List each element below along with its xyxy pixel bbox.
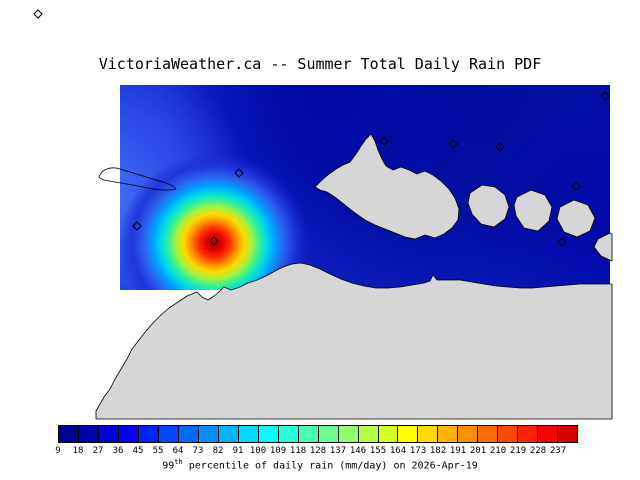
colorbar-tick: 91 <box>232 446 244 456</box>
colorbar-segment <box>398 426 419 442</box>
station-diamond-icon <box>557 237 567 247</box>
colorbar-segment <box>478 426 499 442</box>
colorbar-segment <box>238 426 259 442</box>
caption-text: percentile of daily rain (mm/day) on 202… <box>182 460 478 472</box>
colorbar-tick: 9 <box>55 446 61 456</box>
station-diamond-icon <box>600 91 610 101</box>
station-diamond-icon <box>132 221 142 231</box>
colorbar-tick: 109 <box>269 446 287 456</box>
colorbar-segment <box>198 426 219 442</box>
colorbar-segment <box>458 426 479 442</box>
colorbar-segment <box>138 426 159 442</box>
colorbar-segments <box>59 426 578 442</box>
colorbar-tick-labels: 9 18 27 36 45 55 64 73 82 91 100 109 118 128 137 146 155… <box>55 446 580 458</box>
station-diamond-icon <box>448 139 458 149</box>
station-diamond-icon <box>379 136 389 146</box>
colorbar-tick: 201 <box>469 446 487 456</box>
colorbar-segment <box>558 426 578 442</box>
colorbar <box>58 425 578 443</box>
colorbar-segment <box>418 426 439 442</box>
colorbar-tick: 118 <box>289 446 307 456</box>
colorbar-segment <box>358 426 379 442</box>
rain-hotspot <box>120 153 309 290</box>
colorbar-segment <box>118 426 139 442</box>
caption: 99th percentile of daily rain (mm/day) o… <box>0 458 640 471</box>
colorbar-segment <box>178 426 199 442</box>
colorbar-tick: 237 <box>549 446 567 456</box>
colorbar-segment <box>338 426 359 442</box>
colorbar-tick: 73 <box>192 446 204 456</box>
colorbar-tick: 64 <box>172 446 184 456</box>
colorbar-segment <box>298 426 319 442</box>
colorbar-segment <box>518 426 539 442</box>
station-markers <box>33 9 610 247</box>
station-diamond-icon <box>209 236 219 246</box>
colorbar-tick: 155 <box>369 446 387 456</box>
land-olympic-peninsula <box>95 262 613 420</box>
colorbar-segment <box>258 426 279 442</box>
colorbar-segment <box>438 426 459 442</box>
land-masses <box>95 133 613 420</box>
colorbar-tick: 164 <box>389 446 407 456</box>
land-island-1 <box>467 184 510 228</box>
colorbar-tick: 27 <box>92 446 104 456</box>
colorbar-segment <box>498 426 519 442</box>
colorbar-tick: 146 <box>349 446 367 456</box>
caption-percentile: 99 <box>162 460 175 472</box>
colorbar-tick: 182 <box>429 446 447 456</box>
colorbar-segment <box>78 426 99 442</box>
colorbar-tick: 45 <box>132 446 144 456</box>
caption-superscript: th <box>174 458 183 466</box>
colorbar-tick: 82 <box>212 446 224 456</box>
colorbar-segment <box>378 426 399 442</box>
land-island-2 <box>513 189 553 232</box>
colorbar-tick: 36 <box>112 446 124 456</box>
station-diamond-icon <box>234 168 244 178</box>
colorbar-tick: 191 <box>449 446 467 456</box>
land-island-4 <box>593 232 613 262</box>
colorbar-tick: 137 <box>329 446 347 456</box>
station-diamond-icon <box>33 9 43 19</box>
colorbar-segment <box>278 426 299 442</box>
station-diamond-icon <box>495 142 505 152</box>
land-victoria <box>314 133 460 240</box>
colorbar-tick: 128 <box>309 446 327 456</box>
colorbar-segment <box>218 426 239 442</box>
station-diamond-icon <box>571 181 581 191</box>
colorbar-segment <box>538 426 559 442</box>
colorbar-tick: 18 <box>72 446 84 456</box>
colorbar-segment <box>98 426 119 442</box>
colorbar-tick: 228 <box>529 446 547 456</box>
coastline-outline-island <box>98 167 177 191</box>
colorbar-tick: 173 <box>409 446 427 456</box>
colorbar-segment <box>59 426 79 442</box>
colorbar-tick: 219 <box>509 446 527 456</box>
figure-title: VictoriaWeather.ca -- Summer Total Daily… <box>98 55 542 73</box>
land-island-3 <box>556 199 596 238</box>
colorbar-tick: 210 <box>489 446 507 456</box>
colorbar-tick: 100 <box>249 446 267 456</box>
colorbar-tick: 55 <box>152 446 164 456</box>
colorbar-segment <box>318 426 339 442</box>
colorbar-segment <box>158 426 179 442</box>
